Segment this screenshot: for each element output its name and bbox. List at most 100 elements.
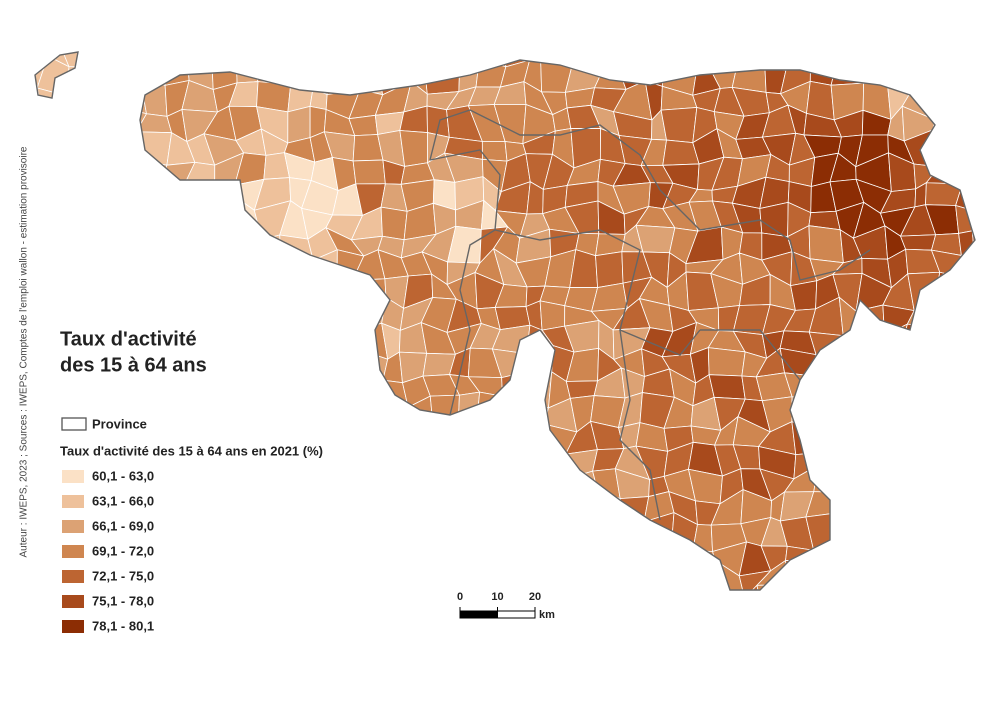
municipality (457, 391, 481, 433)
municipality (548, 466, 580, 501)
municipality (347, 565, 378, 590)
municipality (902, 514, 936, 552)
municipality (569, 588, 599, 590)
municipality (567, 520, 600, 546)
municipality (300, 542, 331, 574)
municipality (281, 300, 314, 333)
municipality (522, 540, 544, 563)
municipality (329, 52, 362, 62)
municipality (402, 52, 428, 71)
municipality (977, 519, 1000, 550)
municipality (90, 52, 115, 70)
municipality (300, 327, 334, 355)
municipality (979, 63, 1000, 95)
municipality (87, 207, 122, 238)
municipality (829, 588, 869, 590)
province-borders (34, 51, 976, 591)
municipality (287, 105, 311, 144)
municipality (875, 343, 910, 383)
municipality (61, 135, 98, 168)
municipality (281, 274, 314, 313)
municipality (331, 469, 360, 493)
municipality (306, 565, 341, 590)
municipality (348, 379, 388, 405)
municipality (852, 446, 883, 470)
municipality (374, 571, 412, 590)
municipality (444, 496, 479, 526)
legend-swatch (62, 620, 84, 633)
municipality (615, 52, 649, 68)
municipality (207, 520, 243, 550)
scale-segment (497, 610, 536, 619)
municipality (360, 52, 380, 64)
municipality (539, 560, 581, 590)
municipality (349, 322, 389, 360)
municipality (973, 255, 975, 289)
municipality (875, 567, 914, 590)
municipality (756, 583, 790, 590)
municipality (212, 201, 244, 239)
municipality (60, 162, 98, 191)
province-swatch (61, 417, 87, 431)
municipality (930, 89, 956, 121)
municipality (853, 56, 888, 86)
municipality (285, 52, 311, 64)
municipality (235, 393, 259, 427)
municipality (952, 346, 975, 384)
municipality (902, 377, 934, 409)
municipality (252, 559, 290, 590)
municipality (252, 594, 291, 619)
municipality (165, 396, 189, 429)
municipality (64, 86, 99, 119)
municipality (914, 52, 932, 70)
municipality (300, 353, 328, 380)
legend-swatch (62, 595, 84, 608)
municipality (972, 471, 975, 501)
municipality (229, 584, 253, 590)
municipality (852, 502, 880, 525)
municipality (203, 391, 244, 418)
municipality (426, 105, 450, 138)
municipality (426, 449, 446, 480)
municipality (186, 283, 221, 309)
municipality (951, 52, 975, 72)
municipality (138, 52, 169, 66)
municipality (864, 546, 880, 571)
municipality (539, 540, 581, 576)
municipality (228, 233, 265, 253)
municipality (87, 232, 111, 260)
municipality (736, 52, 769, 70)
municipality (971, 354, 975, 383)
municipality (285, 375, 311, 405)
municipality (182, 562, 216, 590)
municipality (929, 513, 955, 552)
municipality (924, 402, 955, 426)
municipality (229, 321, 255, 353)
province-border (619, 329, 661, 521)
municipality (453, 52, 480, 66)
legend-label: 63,1 - 66,0 (92, 493, 154, 508)
municipality (300, 377, 329, 401)
municipality (835, 391, 860, 433)
municipality (215, 272, 238, 309)
municipality (764, 52, 787, 71)
municipality (885, 52, 916, 68)
map-title: des 15 à 64 ans (60, 354, 207, 376)
municipality (207, 490, 243, 526)
municipality (375, 593, 411, 624)
municipality (887, 373, 909, 398)
municipality (955, 204, 975, 234)
municipality (527, 447, 553, 468)
municipality (235, 52, 269, 64)
municipality (912, 66, 932, 90)
municipality (927, 61, 956, 93)
municipality (954, 564, 975, 590)
municipality (83, 152, 122, 191)
municipality (210, 328, 232, 353)
municipality (324, 542, 359, 574)
municipality (934, 441, 963, 478)
municipality (525, 404, 549, 428)
municipality (613, 540, 647, 576)
municipality (59, 183, 94, 209)
municipality (132, 202, 169, 235)
